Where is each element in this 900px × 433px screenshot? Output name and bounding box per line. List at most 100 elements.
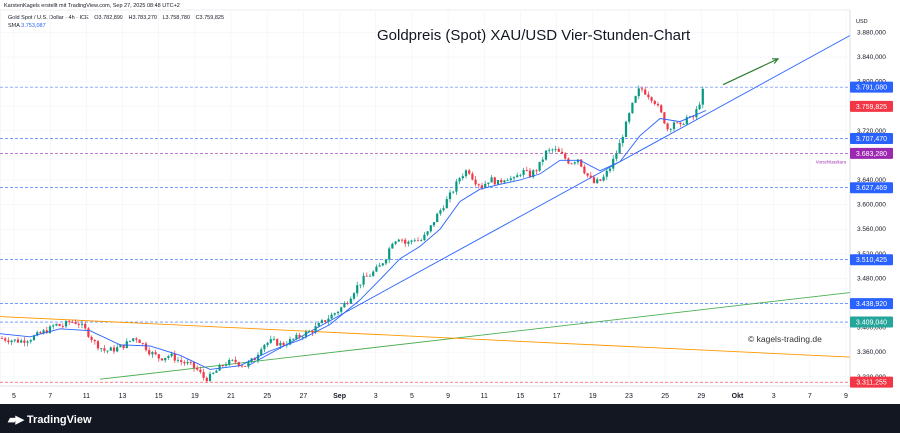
trendline-orange[interactable] — [0, 316, 851, 358]
x-tick-label: 29 — [697, 393, 705, 400]
candle-body — [279, 342, 282, 346]
candle-body — [586, 173, 589, 176]
candle-body — [263, 344, 266, 350]
y-tick-label: 3.480,000 — [857, 275, 886, 282]
candle-body — [471, 173, 474, 180]
candle-body — [426, 231, 429, 235]
candle-body — [26, 341, 29, 343]
candle-body — [36, 332, 39, 336]
chart-title: Goldpreis (Spot) XAU/USD Vier-Stunden-Ch… — [377, 27, 691, 44]
candle-body — [324, 320, 327, 322]
candle-body — [461, 176, 464, 179]
x-tick-label: 15 — [517, 393, 525, 400]
candle-body — [692, 116, 695, 118]
candle-body — [231, 359, 234, 361]
x-tick-label: 11 — [83, 393, 90, 400]
ohlc-high: H3.783,270 — [128, 15, 157, 21]
candle-body — [13, 339, 16, 341]
candle-body — [215, 370, 218, 373]
candle-body — [560, 151, 564, 154]
price-tag-label: 3.791,080 — [856, 85, 887, 92]
candle-body — [157, 354, 160, 359]
candle-body — [224, 364, 228, 366]
y-tick-label: 3.600,000 — [857, 202, 886, 209]
attribution-text: KarstenKagels erstellt mit TradingView.c… — [4, 3, 180, 9]
candle-body — [359, 284, 362, 286]
candle-body — [541, 159, 544, 162]
candle-body — [20, 340, 23, 343]
candle-body — [266, 342, 269, 345]
y-tick-label: 3.720,000 — [857, 128, 886, 135]
sma-line-path[interactable] — [0, 110, 707, 370]
x-tick-label: 7 — [808, 393, 812, 400]
candle-body — [669, 128, 672, 130]
candle-body — [234, 359, 237, 363]
candle-body — [685, 117, 688, 125]
candle-body — [317, 322, 320, 327]
price-tag-bg — [850, 133, 893, 145]
candle-body — [644, 89, 647, 95]
candle-body — [500, 180, 503, 183]
candle-body — [311, 331, 314, 333]
ohlc-low: L3.758,780 — [162, 15, 191, 21]
candle-body — [138, 339, 141, 344]
arrow-shaft[interactable] — [722, 58, 779, 86]
price-tag-bg — [850, 316, 893, 328]
candle-body — [420, 240, 423, 241]
candle-body — [71, 321, 74, 323]
price-tag-label: 3.311,255 — [856, 380, 887, 387]
candle-body — [164, 357, 167, 361]
candle-body — [634, 96, 637, 103]
candle-body — [167, 356, 170, 358]
price-tag-label: 3.759,825 — [856, 104, 887, 111]
candle-body — [272, 339, 276, 340]
candle-body — [93, 340, 96, 342]
grid — [0, 9, 851, 387]
candle-body — [519, 174, 522, 176]
candle-body — [365, 275, 368, 277]
candle-body — [557, 148, 560, 152]
x-tick-label: 13 — [119, 393, 127, 400]
x-tick-label: 19 — [589, 393, 597, 400]
candle-body — [605, 170, 608, 177]
sma-value: 3.753,087 — [21, 23, 46, 29]
candle-body — [640, 88, 644, 90]
candle-body — [39, 332, 42, 334]
candle-body — [506, 180, 509, 181]
price-tag-bg — [850, 147, 893, 159]
candle-body — [538, 161, 541, 171]
ohlc-open: O3.782,899 — [94, 15, 123, 21]
candle-body — [516, 175, 519, 178]
candle-body — [221, 365, 224, 366]
candle-body — [77, 323, 80, 325]
candle-body — [612, 158, 615, 169]
candle-body — [202, 372, 205, 378]
candle-body — [458, 178, 461, 182]
price-chart[interactable]: 3.880,0003.840,0003.800,0003.760,0003.72… — [0, 0, 900, 404]
candle-body — [237, 362, 240, 366]
candle-body — [378, 265, 381, 267]
candle-body — [0, 338, 4, 339]
candle-body — [487, 182, 490, 184]
arrow-head-icon — [771, 58, 780, 64]
candle-body — [349, 298, 352, 304]
candle-body — [154, 352, 157, 355]
candle-body — [119, 344, 122, 348]
candle-body — [183, 362, 186, 364]
candle-body — [666, 123, 669, 130]
candle-body — [244, 365, 247, 367]
candle-body — [212, 372, 215, 374]
candle-body — [573, 162, 576, 164]
x-tick-label: 3 — [374, 393, 378, 400]
tradingview-mark-icon: ▰▶ — [8, 414, 24, 426]
tradingview-logo[interactable]: ▰▶ TradingView — [8, 413, 92, 426]
price-tag-bg — [850, 182, 893, 194]
candle-body — [522, 170, 525, 175]
y-tick-label: 3.880,000 — [857, 29, 886, 36]
symbol-name[interactable]: Gold Spot / U.S. Dollar · 4h · ICE — [8, 15, 89, 21]
price-tag-label: 3.707,470 — [856, 136, 887, 143]
trend-arrow — [722, 58, 780, 86]
trendline-blue[interactable] — [247, 35, 851, 367]
candle-body — [10, 340, 13, 343]
x-tick-label: 19 — [191, 393, 199, 400]
